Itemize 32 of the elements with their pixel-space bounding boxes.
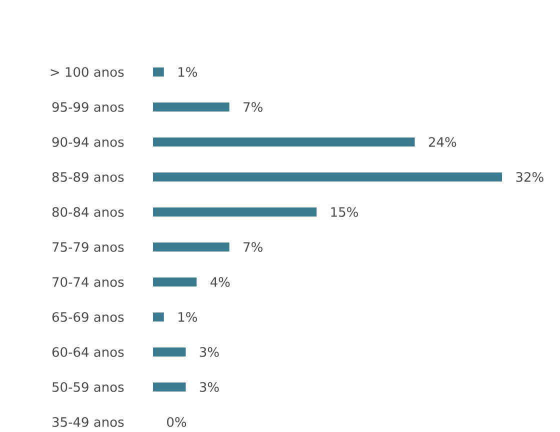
data-label: 7% — [244, 242, 262, 252]
y-tick-label: 95-99 anos — [52, 102, 124, 112]
y-tick-label: 60-64 anos — [52, 347, 124, 357]
data-label: 4% — [210, 277, 230, 287]
bar — [153, 278, 197, 287]
y-tick-label: 65-69 anos — [52, 312, 124, 322]
y-tick-label: 50-59 anos — [52, 382, 124, 392]
data-label: 15% — [331, 207, 358, 217]
bar — [153, 208, 317, 216]
y-tick-label: 35-49 anos — [52, 417, 124, 427]
data-label: 32% — [516, 172, 544, 182]
y-tick-label: 80-84 anos — [52, 207, 124, 217]
bar — [153, 138, 415, 146]
y-tick-label: 90-94 anos — [52, 137, 124, 147]
bar — [153, 348, 186, 357]
y-tick-label: 70-74 anos — [52, 277, 124, 287]
data-label: 0% — [167, 417, 186, 427]
data-label: 24% — [428, 137, 456, 147]
y-tick-label: 85-89 anos — [52, 172, 124, 182]
bar — [153, 312, 164, 322]
bar — [153, 102, 230, 112]
bar — [153, 172, 502, 182]
data-label: 3% — [200, 382, 219, 392]
data-label: 1% — [178, 67, 198, 77]
bar — [153, 382, 186, 392]
y-tick-label: > 100 anos — [50, 67, 124, 77]
data-label: 3% — [200, 347, 219, 357]
data-label: 1% — [178, 312, 198, 322]
y-tick-label: 75-79 anos — [52, 242, 124, 252]
bar — [153, 68, 164, 76]
bar — [153, 242, 230, 252]
data-label: 7% — [244, 102, 262, 112]
